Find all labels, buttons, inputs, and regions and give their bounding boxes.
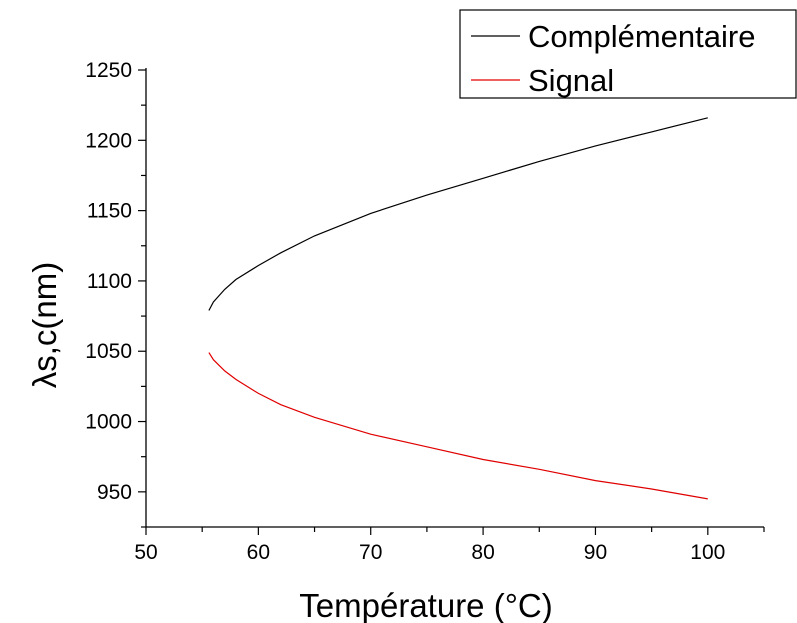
y-axis-title: λs,c(nm) [26, 262, 63, 389]
series-line-signal [209, 353, 708, 499]
series-group [209, 118, 708, 499]
y-tick-label: 1200 [85, 129, 132, 152]
legend-label-complementaire: Complémentaire [528, 19, 755, 54]
legend: Complémentaire Signal [460, 10, 796, 98]
y-tick-label: 1050 [85, 340, 132, 363]
series-line-complementaire [209, 118, 708, 311]
x-tick-label: 100 [690, 541, 725, 564]
x-tick-label: 90 [584, 541, 607, 564]
x-tick-label: 50 [134, 541, 157, 564]
y-tick-label: 1100 [87, 270, 132, 293]
y-tick-label: 1250 [85, 59, 132, 82]
x-tick-label: 70 [359, 541, 382, 564]
x-axis-title: Température (°C) [299, 587, 552, 623]
legend-label-signal: Signal [528, 63, 614, 98]
y-tick-label: 950 [97, 481, 132, 504]
y-tick-label: 1150 [87, 200, 132, 223]
axes: 50 60 70 80 90 100 950 1000 1050 1100 1150 1200 1250 [85, 59, 764, 564]
x-tick-label: 80 [471, 541, 494, 564]
y-tick-label: 1000 [85, 411, 132, 434]
x-tick-label: 60 [247, 541, 270, 564]
